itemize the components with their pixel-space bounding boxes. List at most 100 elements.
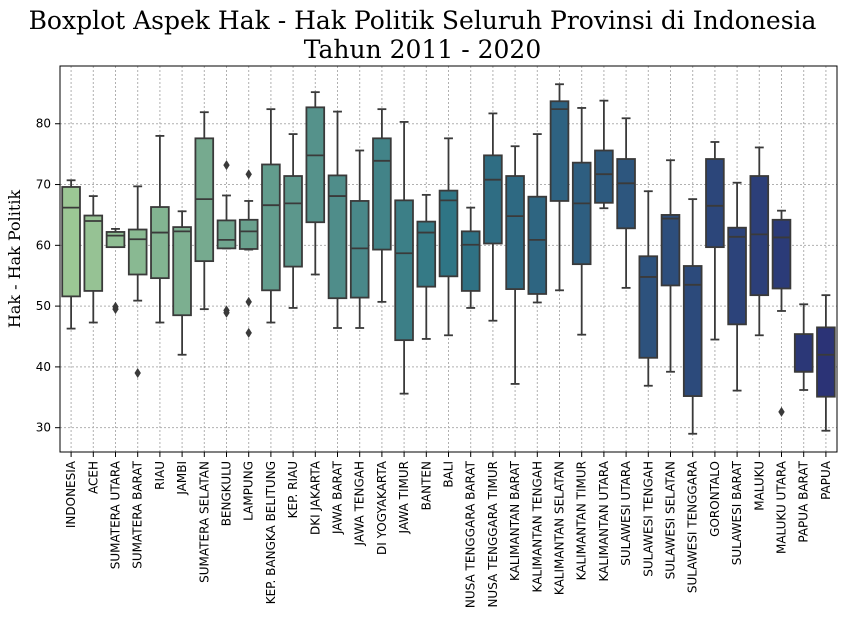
box-iqr — [216, 219, 237, 250]
x-tick-label: KALIMANTAN TIMUR — [575, 461, 589, 580]
box-indonesia — [61, 179, 81, 330]
box-maluku-utara — [771, 209, 792, 417]
box-kalimantan-timur — [571, 107, 592, 336]
y-axis-label: Hak - Hak Politik — [5, 190, 24, 329]
box-nusa-tenggara-barat — [460, 206, 481, 309]
y-tick-label: 40 — [36, 360, 51, 374]
box-iqr — [705, 158, 725, 249]
x-tick-label: SULAWESI BARAT — [730, 460, 744, 565]
outlier-point — [245, 296, 252, 307]
x-tick-label: SUMATERA UTARA — [109, 460, 123, 569]
box-jambi — [172, 210, 192, 356]
x-tick-label: KEP. RIAU — [286, 461, 300, 518]
x-tick-label: BANTEN — [419, 461, 433, 510]
y-tick-label: 60 — [36, 238, 51, 252]
chart-title-line-2: Tahun 2011 - 2020 — [303, 35, 542, 64]
box-gorontalo — [705, 141, 725, 341]
y-tick-label: 30 — [36, 421, 51, 435]
box-sulawesi-tengah — [638, 190, 659, 387]
x-tick-label: DKI JAKARTA — [308, 460, 322, 535]
box-di-yogyakarta — [372, 108, 392, 303]
box-sumatera-barat — [127, 185, 148, 378]
box-iqr — [150, 206, 170, 280]
x-tick-label: SULAWESI TENGGARA — [686, 460, 700, 593]
x-tick-label: RIAU — [153, 461, 167, 490]
box-iqr — [505, 175, 525, 290]
box-lampung — [238, 169, 259, 338]
y-tick-label: 70 — [36, 178, 51, 192]
box-sumatera-selatan — [194, 111, 215, 311]
x-tick-label: JAWA TIMUR — [397, 461, 411, 534]
box-nusa-tenggara-timur — [483, 112, 503, 322]
box-kep-riau — [283, 133, 303, 309]
x-tick-label: KALIMANTAN SELATAN — [553, 461, 567, 595]
box-sulawesi-selatan — [660, 159, 681, 373]
x-tick-label: MALUKU UTARA — [775, 460, 789, 554]
box-iqr — [261, 163, 281, 292]
box-sulawesi-utara — [616, 117, 636, 289]
box-iqr — [372, 137, 392, 251]
x-tick-label: ACEH — [86, 461, 100, 494]
x-tick-label: INDONESIA — [64, 460, 78, 528]
x-tick-label: GORONTALO — [708, 461, 722, 537]
x-tick-label: KALIMANTAN TENGAH — [530, 461, 544, 592]
box-iqr — [682, 265, 703, 397]
box-iqr — [416, 220, 437, 288]
y-tick-label: 80 — [36, 117, 51, 131]
box-iqr — [327, 174, 348, 300]
box-iqr — [238, 218, 259, 250]
axis-ticks: 30 40 50 60 70 80 INDONESIA ACEH SUMATERA UTARA S… — [36, 117, 833, 608]
box-iqr — [616, 158, 636, 230]
chart-title: Boxplot Aspek Hak - Hak Politik Seluruh … — [0, 6, 845, 64]
box-iqr — [105, 231, 126, 249]
box-jawa-timur — [394, 121, 414, 395]
box-kalimantan-tengah — [527, 133, 548, 304]
x-tick-label: LAMPUNG — [242, 461, 256, 521]
x-tick-label: JAMBI — [175, 461, 189, 496]
x-tick-label: SUMATERA BARAT — [131, 460, 145, 568]
box-iqr — [127, 228, 148, 276]
x-tick-label: NUSA TENGGARA TIMUR — [486, 461, 500, 608]
x-tick-label: SULAWESI UTARA — [619, 460, 633, 566]
box-jawa-tengah — [349, 149, 370, 329]
box-iqr — [305, 106, 326, 224]
box-iqr — [438, 189, 459, 278]
x-tick-label: BENGKULU — [220, 461, 234, 526]
box-bali — [438, 137, 459, 337]
box-iqr — [749, 175, 770, 297]
outlier-point — [223, 307, 230, 318]
x-tick-label: NUSA TENGGARA BARAT — [464, 460, 478, 608]
x-tick-label: JAWA BARAT — [331, 460, 345, 535]
box-papua — [816, 294, 836, 432]
x-tick-label: JAWA TENGAH — [353, 461, 367, 547]
box-sumatera-utara — [105, 228, 126, 315]
box-dki-jakarta — [305, 91, 326, 276]
box-iqr — [349, 200, 370, 299]
box-sulawesi-tenggara — [682, 198, 703, 435]
box-papua-barat — [793, 303, 814, 391]
box-iqr — [460, 230, 481, 292]
box-kep-bangka-belitung — [261, 108, 281, 324]
box-bengkulu — [216, 160, 237, 318]
outlier-point — [778, 406, 785, 417]
x-tick-label: KALIMANTAN UTARA — [597, 460, 611, 581]
box-iqr — [638, 255, 659, 359]
x-tick-label: BALI — [442, 461, 456, 488]
x-tick-label: DI YOGYAKARTA — [375, 460, 389, 555]
box-iqr — [172, 226, 192, 317]
outlier-point — [223, 160, 230, 171]
box-iqr — [571, 161, 592, 266]
x-tick-label: SULAWESI SELATAN — [664, 461, 678, 579]
box-kalimantan-selatan — [549, 83, 570, 292]
box-aceh — [83, 195, 104, 324]
box-iqr — [660, 214, 681, 287]
chart-title-line-1: Boxplot Aspek Hak - Hak Politik Seluruh … — [28, 6, 817, 35]
x-tick-label: SUMATERA SELATAN — [197, 461, 211, 583]
x-tick-label: MALUKU — [752, 461, 766, 511]
box-jawa-barat — [327, 110, 348, 329]
box-iqr — [816, 326, 836, 398]
box-banten — [416, 193, 437, 340]
box-iqr — [527, 195, 548, 295]
box-iqr — [483, 154, 503, 245]
box-iqr — [83, 214, 104, 292]
